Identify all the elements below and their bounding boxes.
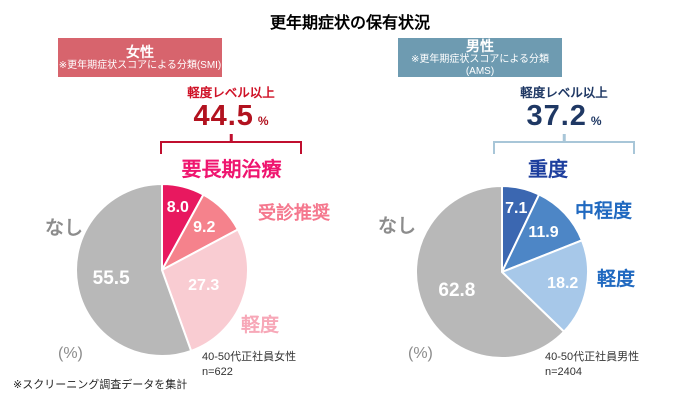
pie-svg-0 [75, 183, 249, 357]
male-header-subtitle: ※更年期症状スコアによる分類(AMS) [410, 53, 550, 77]
slice-value-なし: 62.8 [438, 280, 476, 302]
slice-value-なし: 55.5 [92, 267, 130, 289]
female-bracket-stem [229, 134, 233, 142]
female-summary-label: 軽度レベル以上 [187, 86, 275, 100]
slice-value-軽度: 27.3 [188, 277, 220, 295]
pie-slice-軽度 [161, 228, 249, 352]
slice-value-要長期治療: 8.0 [166, 199, 189, 217]
female-bracket [160, 134, 302, 154]
female-summary-unit: % [257, 114, 269, 128]
male-category-label-moderate: 中程度 [575, 201, 633, 222]
male-summary-label: 軽度レベル以上 [520, 86, 608, 100]
slice-value-受診推奨: 9.2 [193, 219, 216, 237]
pie-slice-なし [415, 185, 565, 359]
pie-slice-軽度 [501, 239, 589, 333]
female-header-subtitle: ※更年期症状スコアによる分類(SMI) [58, 59, 222, 71]
female-sample-line1: 40-50代正社員女性 [202, 351, 297, 363]
female-summary: 軽度レベル以上 44.5% [131, 86, 331, 137]
female-category-label-none: なし [45, 218, 84, 239]
pie-slice-中程度 [501, 193, 583, 273]
female-summary-value-row: 44.5% [131, 100, 331, 137]
female-sample-line2: n=622 [202, 366, 233, 378]
male-bracket [493, 134, 635, 154]
male-sample-line2: n=2404 [545, 366, 583, 378]
male-pie-chart: 7.1 11.9 18.2 62.8 [415, 185, 589, 359]
footnote: ※スクリーニング調査データを集計 [13, 379, 188, 391]
female-summary-value: 44.5 [193, 100, 254, 132]
slice-value-中程度: 11.9 [528, 224, 559, 242]
female-header: 女性 ※更年期症状スコアによる分類(SMI) [58, 38, 222, 77]
female-category-label-consult-recommended: 受診推奨 [258, 203, 330, 223]
male-bracket-stem [562, 134, 566, 142]
male-percent-unit-label: (%) [408, 345, 433, 362]
male-category-label-mild: 軽度 [597, 269, 636, 290]
female-category-label-long-term-care: 要長期治療 [181, 159, 282, 181]
male-category-label-severe: 重度 [528, 159, 568, 181]
male-summary-value-row: 37.2% [464, 100, 664, 137]
male-header-title: 男性 [466, 37, 494, 54]
slice-value-重度: 7.1 [505, 200, 528, 218]
female-percent-unit-label: (%) [58, 345, 83, 362]
female-header-title: 女性 [126, 43, 154, 60]
pie-svg-1 [415, 185, 589, 359]
female-pie-chart: 8.0 9.2 27.3 55.5 [75, 183, 249, 357]
male-sample-line1: 40-50代正社員男性 [545, 351, 640, 363]
slice-value-軽度: 18.2 [547, 274, 579, 292]
male-sample-note: 40-50代正社員男性 n=2404 [545, 350, 639, 380]
page-title: 更年期症状の保有状況 [269, 15, 430, 32]
male-header: 男性 ※更年期症状スコアによる分類(AMS) [398, 38, 562, 77]
male-category-label-none: なし [378, 216, 417, 237]
female-category-label-mild: 軽度 [241, 315, 280, 336]
female-sample-note: 40-50代正社員女性 n=622 [202, 350, 296, 380]
male-summary-value: 37.2 [526, 100, 587, 132]
pie-slice-なし [75, 183, 193, 357]
male-summary-unit: % [590, 114, 602, 128]
male-summary: 軽度レベル以上 37.2% [464, 86, 664, 137]
